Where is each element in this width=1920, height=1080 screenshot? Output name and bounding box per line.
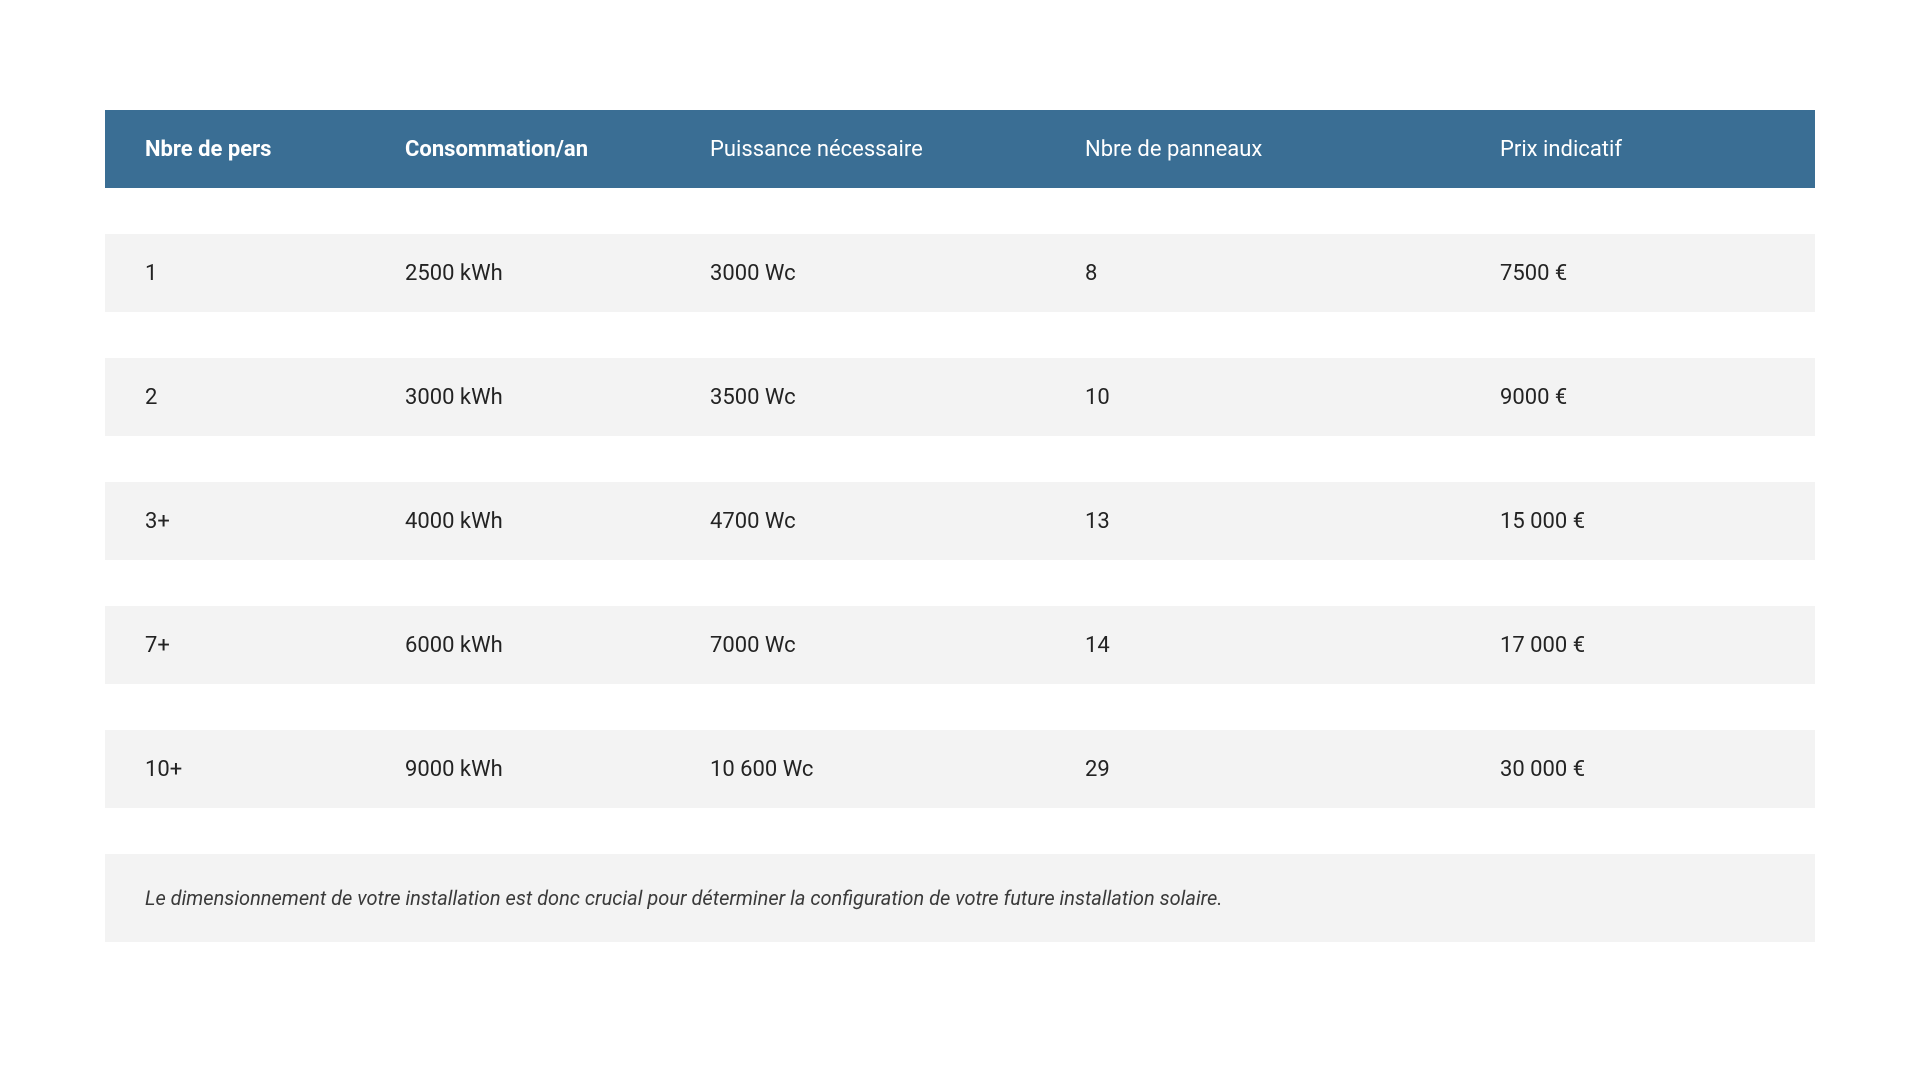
cell-panels: 13 xyxy=(1085,509,1500,534)
cell-price: 30 000 € xyxy=(1500,757,1815,782)
header-consumption: Consommation/an xyxy=(405,137,710,162)
table-row: 1 2500 kWh 3000 Wc 8 7500 € xyxy=(105,234,1815,312)
table-footnote: Le dimensionnement de votre installation… xyxy=(105,854,1815,942)
cell-price: 7500 € xyxy=(1500,261,1815,286)
cell-persons: 7+ xyxy=(145,633,405,658)
cell-panels: 29 xyxy=(1085,757,1500,782)
cell-persons: 1 xyxy=(145,261,405,286)
header-persons: Nbre de pers xyxy=(145,137,405,162)
table-row: 3+ 4000 kWh 4700 Wc 13 15 000 € xyxy=(105,482,1815,560)
table-row: 10+ 9000 kWh 10 600 Wc 29 30 000 € xyxy=(105,730,1815,808)
table-row: 7+ 6000 kWh 7000 Wc 14 17 000 € xyxy=(105,606,1815,684)
cell-persons: 3+ xyxy=(145,509,405,534)
cell-price: 9000 € xyxy=(1500,385,1815,410)
cell-persons: 10+ xyxy=(145,757,405,782)
header-price: Prix indicatif xyxy=(1500,137,1815,162)
cell-consumption: 6000 kWh xyxy=(405,633,710,658)
cell-power: 10 600 Wc xyxy=(710,757,1085,782)
table-header-row: Nbre de pers Consommation/an Puissance n… xyxy=(105,110,1815,188)
cell-consumption: 9000 kWh xyxy=(405,757,710,782)
cell-consumption: 4000 kWh xyxy=(405,509,710,534)
header-panels: Nbre de panneaux xyxy=(1085,137,1500,162)
cell-power: 3000 Wc xyxy=(710,261,1085,286)
cell-price: 15 000 € xyxy=(1500,509,1815,534)
footnote-text: Le dimensionnement de votre installation… xyxy=(145,886,1222,910)
cell-power: 4700 Wc xyxy=(710,509,1085,534)
header-power: Puissance nécessaire xyxy=(710,137,1085,162)
cell-panels: 10 xyxy=(1085,385,1500,410)
cell-panels: 14 xyxy=(1085,633,1500,658)
cell-power: 3500 Wc xyxy=(710,385,1085,410)
solar-sizing-table: Nbre de pers Consommation/an Puissance n… xyxy=(105,110,1815,942)
cell-persons: 2 xyxy=(145,385,405,410)
cell-consumption: 2500 kWh xyxy=(405,261,710,286)
cell-power: 7000 Wc xyxy=(710,633,1085,658)
cell-consumption: 3000 kWh xyxy=(405,385,710,410)
cell-price: 17 000 € xyxy=(1500,633,1815,658)
table-row: 2 3000 kWh 3500 Wc 10 9000 € xyxy=(105,358,1815,436)
cell-panels: 8 xyxy=(1085,261,1500,286)
